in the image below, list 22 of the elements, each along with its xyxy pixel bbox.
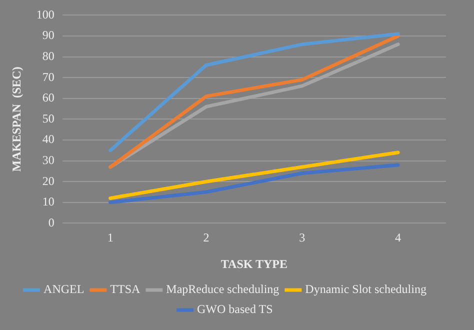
y-tick-label: 40 <box>42 132 54 146</box>
y-tick-label: 90 <box>42 28 54 42</box>
y-tick-label: 100 <box>36 7 54 22</box>
legend-label: TTSA <box>110 282 141 296</box>
y-tick-label: 50 <box>42 111 54 126</box>
legend-label: MapReduce scheduling <box>166 282 280 296</box>
y-tick-label: 30 <box>42 152 54 167</box>
y-tick-label: 20 <box>42 174 54 188</box>
y-tick-label: 10 <box>42 194 54 209</box>
y-tick-label: 60 <box>42 90 54 105</box>
x-tick-label: 1 <box>107 230 114 245</box>
legend-label: Dynamic Slot scheduling <box>305 282 426 296</box>
legend-label: GWO based TS <box>197 302 273 316</box>
y-tick-label: 70 <box>42 70 54 84</box>
legend-label: ANGEL <box>44 282 84 296</box>
x-axis-title: TASK TYPE <box>220 256 288 271</box>
x-tick-label: 3 <box>299 230 306 245</box>
y-tick-label: 0 <box>48 215 54 230</box>
x-tick-label: 2 <box>203 230 210 245</box>
y-axis-title: MAKESPAN (SEC) <box>9 66 24 172</box>
y-tick-label: 80 <box>42 48 54 63</box>
x-tick-label: 4 <box>395 230 402 245</box>
